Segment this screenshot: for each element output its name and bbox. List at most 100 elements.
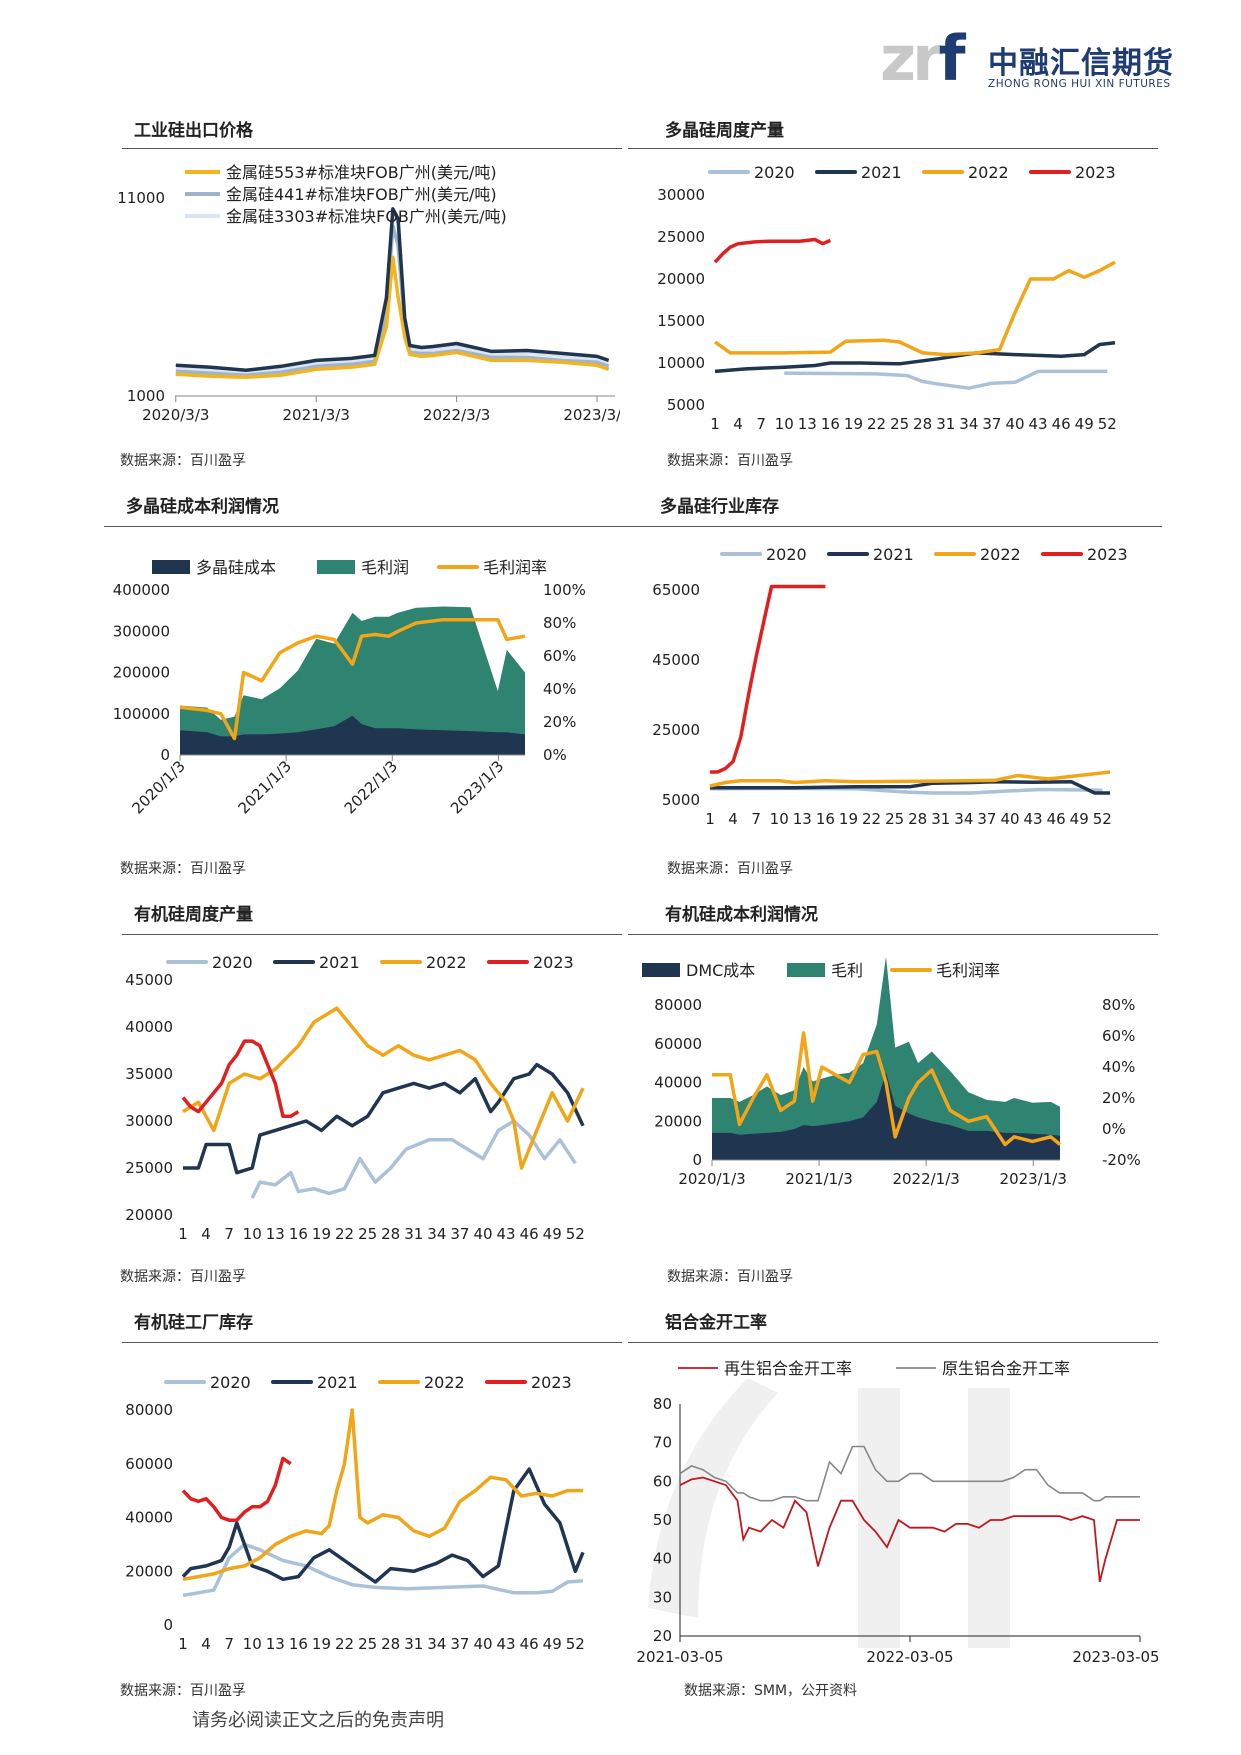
company-name-en: ZHONG RONG HUI XIN FUTURES [988,78,1171,90]
series-line-2021 [710,780,1110,795]
series-line-margin-rate [179,617,526,741]
y-tick-label: 20 [653,1627,672,1645]
x-tick-label: 2021/1/3 [235,757,295,817]
x-tick-label: 25 [885,810,904,828]
x-tick-label: 34 [954,810,973,828]
x-tick-label: 31 [931,810,950,828]
series-line-2022 [182,1408,583,1582]
x-tick-label: 4 [728,810,738,828]
x-tick-label: 28 [908,810,927,828]
legend-label: 2021 [317,1373,358,1392]
panel-rule [628,526,1162,527]
watermark-shape [968,1388,1010,1648]
chart-polysilicon-cost-profit: 0 100000 200000 300000 400000 0% 20% 40% 60% 80% 1… [113,558,586,817]
x-tick-label: 2020/1/3 [128,757,188,817]
legend-label: 2021 [319,953,360,972]
x-tick-label: 19 [312,1635,331,1653]
footer-disclaimer: 请务必阅读正文之后的免责声明 [192,1710,444,1731]
panel-rule [122,1342,622,1343]
x-tick-label: 46 [1052,415,1071,433]
y-tick-label-right: 80% [543,614,576,632]
panel-rule [628,1342,1158,1343]
x-tick-label: 16 [816,810,835,828]
x-tick-label: 10 [775,415,794,433]
x-tick-label: 4 [733,415,743,433]
legend-label: 2023 [531,1373,572,1392]
x-tick-label: 43 [1024,810,1043,828]
y-tick-label-right: 60% [543,647,576,665]
legend-label: 2020 [766,545,807,564]
x-tick-label: 28 [381,1635,400,1653]
legend-label: 毛利润率 [483,558,547,577]
x-tick-label: 2022/3/3 [423,406,490,424]
y-tick-label: 50 [653,1511,672,1529]
y-tick-label: 5000 [662,791,700,809]
series-line-2021 [714,341,1116,374]
x-tick-label: 2023/1/3 [1000,1170,1067,1188]
x-tick-label: 2020/1/3 [678,1170,745,1188]
legend-label: 2021 [861,163,902,182]
y-tick-label: 60000 [125,1455,173,1473]
x-tick-label: 40 [1000,810,1019,828]
x-tick-label: 34 [427,1635,446,1653]
y-tick-label-right: 20% [1102,1089,1135,1107]
chart-silicon-export-price: 2020/3/3 2021/3/3 2022/3/3 2023/3/3 1000 1100… [117,163,620,424]
panel-source: 数据来源：百川盈孚 [667,861,793,877]
legend-label: 原生铝合金开工率 [942,1359,1070,1378]
y-tick-label: 30000 [125,1112,173,1130]
y-tick-label-left: 0 [692,1151,702,1169]
y-tick-label: 45000 [652,651,700,669]
panel-source: 数据来源：百川盈孚 [120,453,246,469]
x-tick-label: 25 [358,1225,377,1243]
x-tick-label: 4 [201,1225,211,1243]
x-tick-label: 43 [497,1635,516,1653]
panel-source: 数据来源：百川盈孚 [120,861,246,877]
chart-polysilicon-inventory: 5000 25000 45000 65000 1 4 7 10 13 16 19 22 25 28 31 34… [652,545,1127,828]
series-line-recycled [679,1476,1140,1583]
legend-label: 毛利润 [361,558,409,577]
series-line-margin-rate [712,1031,1062,1147]
x-tick-label: 13 [266,1635,285,1653]
legend-label: 2022 [980,545,1021,564]
y-tick-label-left: 40000 [654,1074,702,1092]
x-tick-label: 13 [793,810,812,828]
x-tick-label: 49 [1070,810,1089,828]
x-tick-label: 2023-03-05 [1072,1648,1158,1666]
x-tick-label: 22 [862,810,881,828]
x-tick-label: 16 [289,1225,308,1243]
y-tick-label-left: 400000 [113,581,170,599]
x-tick-label: 49 [1075,415,1094,433]
y-tick-label-left: 100000 [113,705,170,723]
y-tick-label: 20000 [125,1562,173,1580]
x-tick-label: 2022-03-05 [866,1648,953,1666]
y-tick-label: 70 [653,1434,672,1452]
y-tick-label-right: 80% [1102,996,1135,1014]
panel-rule [122,934,622,935]
x-tick-label: 2021-03-05 [636,1648,723,1666]
legend-swatch [317,560,355,574]
x-tick-label: 7 [224,1635,234,1653]
x-tick-label: 4 [201,1635,211,1653]
panel-title-polysilicon-cost-profit: 多晶硅成本利润情况 [126,497,279,517]
x-tick-label: 52 [1098,415,1117,433]
x-tick-label: 1 [178,1225,188,1243]
y-tick-label: 0 [163,1616,173,1634]
legend-label: 2020 [212,953,253,972]
legend-label: 毛利润率 [936,961,1000,980]
y-tick-label: 25000 [657,228,705,246]
panel-title-organosilicon-inventory: 有机硅工厂库存 [134,1313,253,1333]
x-tick-label: 1 [178,1635,188,1653]
panel-title-polysilicon-weekly-output: 多晶硅周度产量 [665,121,784,141]
panel-source: 数据来源：百川盈孚 [120,1683,246,1699]
chart-aluminum-alloy-operating-rate: 20 30 40 50 60 70 80 2021-03-05 2022-03-05 2023-0… [636,1359,1158,1666]
series-line-2022 [182,1006,585,1170]
y-tick-label: 15000 [657,312,705,330]
panel-source: 数据来源：百川盈孚 [667,453,793,469]
chart-polysilicon-weekly-output: 5000 10000 15000 20000 25000 30000 1 4 7 10 13 16 19… [657,163,1117,433]
series-line-2023 [181,1039,300,1119]
x-tick-label: 7 [224,1225,234,1243]
x-tick-label: 49 [543,1225,562,1243]
legend-label: 2022 [426,953,467,972]
y-tick-label-right: 20% [543,713,576,731]
panel-source: 数据来源：百川盈孚 [667,1269,793,1285]
